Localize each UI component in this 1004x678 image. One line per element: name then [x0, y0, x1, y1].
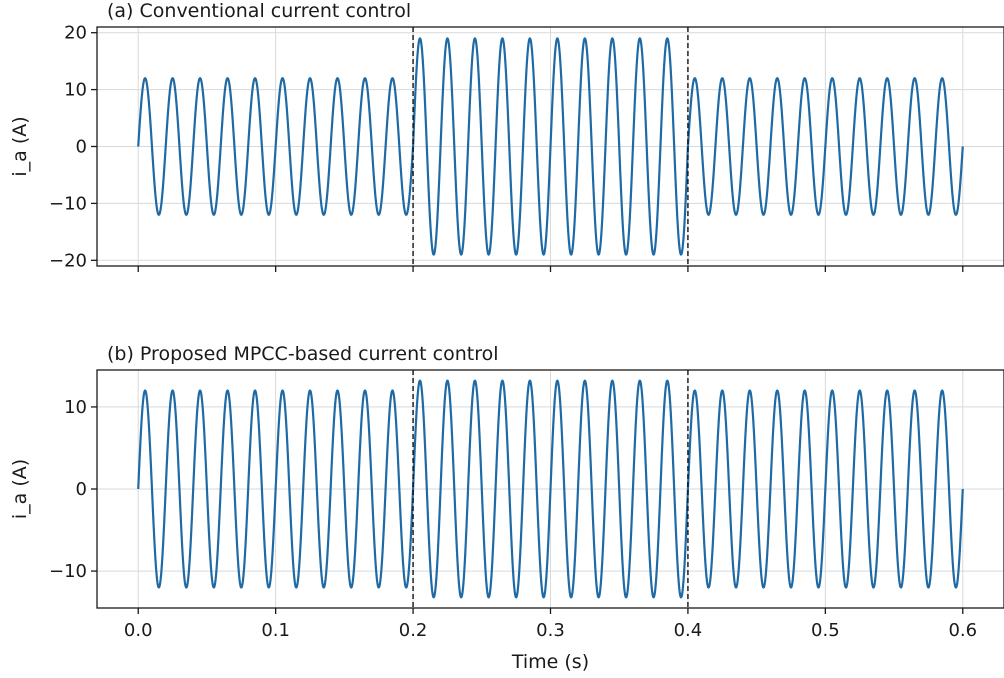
x-tick-label: 0.0 [124, 620, 153, 641]
y-axis-label: i_a (A) [9, 459, 31, 519]
chart-title: (a) Conventional current control [107, 0, 411, 22]
panel-a-conventional: −20 −10 0 10 20 (a) Conventional current cont… [9, 0, 1004, 272]
x-tick-label: 0.2 [399, 620, 428, 641]
series-line [137, 379, 964, 599]
y-tick-label: 10 [64, 80, 87, 101]
series-line [137, 37, 964, 256]
x-tick-label: 0.5 [811, 620, 840, 641]
y-tick-label: 0 [76, 479, 87, 500]
chart-title: (b) Proposed MPCC-based current control [107, 343, 499, 365]
y-tick-label: −10 [49, 193, 87, 214]
y-tick-label: −20 [49, 250, 87, 271]
y-tick-label: 20 [64, 23, 87, 44]
x-axis-label: Time (s) [511, 651, 589, 673]
x-tick-label: 0.3 [536, 620, 565, 641]
y-axis-label: i_a (A) [9, 116, 31, 176]
y-tick-label: 0 [76, 137, 87, 158]
x-tick-label: 0.1 [261, 620, 290, 641]
panel-b-mpcc: 0.0 0.1 0.2 0.3 0.4 0.5 0.6 −10 0 10 (b) Proposed … [9, 343, 1004, 673]
x-tick-label: 0.6 [948, 620, 977, 641]
y-tick-label: −10 [49, 561, 87, 582]
y-tick-label: 10 [64, 397, 87, 418]
x-tick-label: 0.4 [674, 620, 703, 641]
